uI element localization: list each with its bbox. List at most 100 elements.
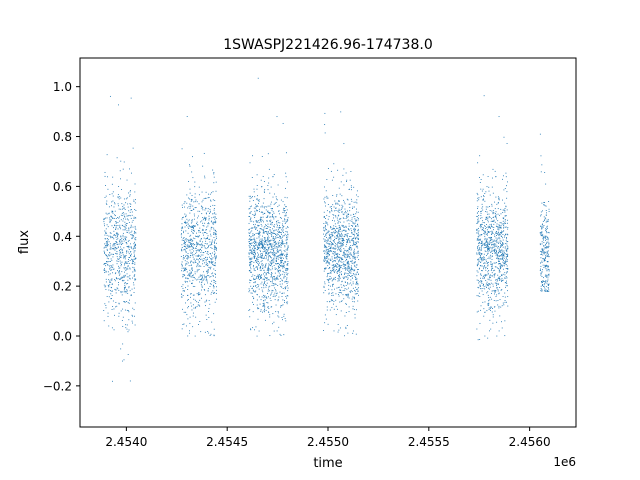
data-point: [483, 229, 484, 231]
data-point: [111, 278, 113, 280]
data-point: [493, 243, 495, 245]
data-point: [118, 208, 120, 210]
data-point: [133, 199, 135, 201]
data-point: [210, 247, 212, 248]
data-point: [115, 306, 117, 308]
data-point: [480, 274, 482, 276]
data-point: [108, 261, 110, 262]
data-point: [104, 175, 106, 177]
data-point: [267, 185, 269, 187]
data-point: [352, 240, 353, 242]
data-point: [495, 216, 497, 218]
data-point: [499, 299, 501, 301]
data-point: [263, 300, 265, 302]
data-point: [214, 232, 216, 234]
data-point: [254, 255, 255, 257]
data-point: [130, 247, 132, 249]
data-point: [104, 269, 106, 271]
data-point: [198, 292, 200, 293]
data-point: [279, 257, 281, 258]
data-point: [327, 243, 329, 245]
data-point: [494, 236, 496, 238]
data-point: [185, 287, 187, 289]
data-point: [276, 269, 278, 271]
data-point: [214, 276, 216, 278]
data-point: [130, 224, 132, 226]
data-point: [213, 237, 215, 238]
data-point: [201, 281, 203, 283]
data-point: [354, 216, 356, 217]
data-point: [338, 208, 340, 210]
data-point: [208, 266, 210, 268]
data-point: [197, 301, 199, 303]
data-point: [492, 192, 494, 194]
data-point: [113, 234, 115, 236]
data-point: [199, 240, 201, 242]
data-point: [256, 299, 258, 301]
data-point: [327, 168, 329, 169]
data-point: [205, 256, 207, 258]
data-point: [119, 260, 121, 262]
data-point: [135, 239, 137, 241]
data-point: [283, 272, 285, 274]
data-point: [276, 255, 278, 257]
data-point: [484, 225, 486, 227]
data-point: [210, 283, 212, 285]
data-point: [255, 229, 257, 230]
data-point: [126, 223, 128, 224]
data-point: [186, 218, 188, 220]
data-point: [544, 258, 545, 260]
data-point: [493, 219, 495, 221]
data-point: [115, 247, 117, 248]
data-point: [484, 275, 486, 277]
data-point: [548, 275, 550, 277]
data-point: [327, 248, 329, 250]
data-point: [110, 219, 112, 221]
data-point: [284, 254, 286, 256]
data-point: [327, 258, 329, 260]
data-point: [545, 247, 547, 249]
data-point: [491, 267, 493, 269]
data-point: [331, 280, 333, 282]
data-point: [497, 201, 499, 203]
data-point: [350, 268, 352, 270]
data-point: [502, 279, 504, 281]
data-point: [337, 242, 339, 244]
data-point: [110, 269, 112, 271]
data-point: [487, 337, 489, 339]
data-point: [333, 247, 335, 249]
data-point: [252, 327, 254, 329]
data-point: [129, 246, 131, 248]
data-point: [498, 247, 500, 249]
data-point: [263, 278, 265, 280]
data-point: [498, 228, 500, 230]
data-point: [277, 315, 279, 317]
data-point: [348, 287, 349, 289]
data-point: [249, 243, 251, 245]
data-point: [353, 230, 355, 232]
data-point: [215, 231, 217, 233]
data-point: [331, 247, 333, 249]
data-point: [258, 284, 260, 286]
data-point: [182, 226, 183, 228]
data-point: [123, 247, 125, 249]
data-point: [340, 229, 342, 230]
data-point: [254, 251, 256, 253]
data-point: [188, 205, 190, 207]
data-point: [109, 280, 111, 282]
data-point: [263, 221, 264, 223]
data-point: [285, 287, 287, 289]
data-point: [205, 191, 207, 193]
data-point: [501, 244, 503, 246]
data-point: [207, 264, 209, 266]
data-point: [323, 216, 325, 218]
data-point: [181, 229, 183, 231]
data-point: [124, 263, 126, 265]
data-point: [274, 272, 276, 274]
data-point: [191, 282, 193, 284]
data-point: [255, 203, 257, 205]
data-point: [496, 232, 498, 234]
data-point: [483, 315, 485, 317]
data-point: [285, 257, 287, 259]
data-point: [345, 293, 347, 295]
